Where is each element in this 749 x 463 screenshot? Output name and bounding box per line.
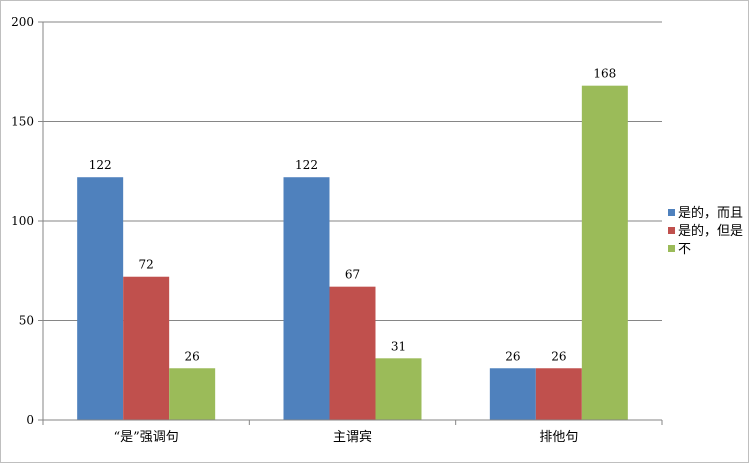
legend-swatch — [668, 245, 675, 252]
data-label: 26 — [185, 349, 200, 363]
legend-label: 是的，而且 — [678, 205, 743, 221]
data-label: 122 — [295, 158, 318, 172]
bar — [283, 177, 330, 420]
legend-swatch — [668, 209, 675, 216]
y-tick-label: 150 — [11, 115, 34, 129]
data-label: 168 — [593, 67, 616, 81]
data-label: 26 — [551, 349, 566, 363]
bars: 122 72 26 122 67 31 26 26 168 — [77, 67, 628, 421]
data-label: 26 — [505, 349, 520, 363]
y-tick-label: 0 — [26, 413, 34, 427]
bar — [329, 286, 376, 420]
data-label: 122 — [89, 158, 112, 172]
data-label: 31 — [391, 339, 406, 353]
y-tick-label: 50 — [19, 314, 34, 328]
bar — [581, 85, 628, 421]
axes: 0 50 100 150 200 “是”强调句 主谓宾 排他句 — [11, 15, 663, 445]
x-category-label: “是”强调句 — [114, 430, 179, 445]
bar — [123, 276, 170, 420]
y-tick-label: 100 — [11, 214, 34, 228]
bar — [169, 368, 216, 420]
data-label: 72 — [139, 258, 154, 272]
x-category-label: 主谓宾 — [333, 429, 372, 445]
bar — [375, 358, 422, 420]
bar — [535, 368, 582, 420]
y-tick-label: 200 — [11, 15, 34, 29]
bar — [77, 177, 124, 420]
legend-label: 不 — [678, 242, 691, 257]
x-category-label: 排他句 — [539, 430, 578, 445]
legend-label: 是的，但是 — [678, 223, 743, 239]
bar — [489, 368, 536, 420]
legend-swatch — [668, 227, 675, 234]
data-label: 67 — [345, 268, 360, 282]
